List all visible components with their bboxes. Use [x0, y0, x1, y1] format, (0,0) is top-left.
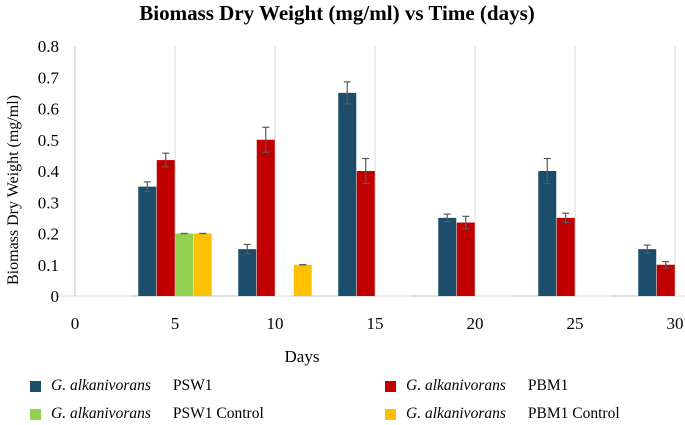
legend-label: PBM1 Control	[527, 405, 620, 422]
bar	[193, 233, 212, 296]
x-tick-label: 5	[171, 314, 180, 333]
x-tick-label: 20	[467, 314, 484, 333]
bar	[156, 160, 175, 296]
x-axis-title: Days	[285, 347, 320, 366]
legend-species: G. alkanivorans	[406, 405, 506, 422]
y-tick-label: 0.4	[38, 162, 60, 181]
bar	[656, 264, 675, 296]
bar	[556, 217, 575, 296]
bar	[338, 92, 357, 296]
bar	[438, 217, 457, 296]
x-tick-label: 30	[667, 314, 684, 333]
gridlines	[174, 46, 676, 296]
bar	[256, 139, 275, 296]
y-tick-label: 0.5	[38, 131, 59, 150]
bars	[58, 92, 685, 297]
bar	[238, 249, 257, 296]
y-tick-labels: 0 0.1 0.2 0.3 0.4 0.5 0.6 0.7 0.8	[38, 37, 60, 306]
y-tick-label: 0.8	[38, 37, 59, 56]
bar	[356, 171, 375, 296]
chart-title: Biomass Dry Weight (mg/ml) vs Time (days…	[139, 1, 535, 25]
x-tick-label: 25	[567, 314, 584, 333]
y-tick-label: 0.2	[38, 225, 59, 244]
legend-item-pbm1: G. alkanivorans PBM1	[385, 377, 568, 395]
y-tick-label: 0.7	[38, 68, 60, 87]
legend-swatch-psw1	[30, 380, 41, 392]
legend-item-psw1: G. alkanivorans PSW1	[30, 377, 213, 395]
x-tick-label: 0	[71, 314, 80, 333]
bar	[175, 233, 194, 296]
error-bars	[143, 81, 670, 269]
bar	[638, 249, 657, 296]
legend-swatch-psw1-control	[30, 408, 41, 420]
axes	[74, 46, 675, 297]
legend-label: PSW1 Control	[172, 405, 264, 422]
bar	[293, 264, 312, 296]
bar	[456, 222, 475, 296]
legend-item-pbm1-control: G. alkanivorans PBM1 Control	[385, 405, 620, 423]
x-tick-label: 15	[367, 314, 384, 333]
legend-swatch-pbm1-control	[385, 408, 396, 420]
legend-swatch-pbm1	[385, 380, 396, 392]
legend-item-psw1-control: G. alkanivorans PSW1 Control	[30, 405, 264, 423]
legend-species: G. alkanivorans	[51, 377, 151, 394]
bar	[138, 186, 157, 296]
y-tick-label: 0.1	[38, 256, 59, 275]
bar	[538, 171, 557, 296]
y-tick-label: 0.6	[38, 100, 59, 119]
legend-species: G. alkanivorans	[51, 405, 151, 422]
y-axis-title: Biomass Dry Weight (mg/ml)	[5, 95, 22, 285]
legend-species: G. alkanivorans	[406, 377, 506, 394]
legend: G. alkanivorans PSW1 G. alkanivorans PBM…	[0, 372, 685, 425]
legend-label: PSW1	[172, 377, 213, 394]
x-tick-labels: 0 5 10 15 20 25 30	[71, 314, 684, 333]
y-tick-label: 0.3	[38, 193, 59, 212]
x-tick-label: 10	[267, 314, 284, 333]
y-tick-label: 0	[51, 287, 60, 306]
legend-label: PBM1	[527, 377, 569, 394]
